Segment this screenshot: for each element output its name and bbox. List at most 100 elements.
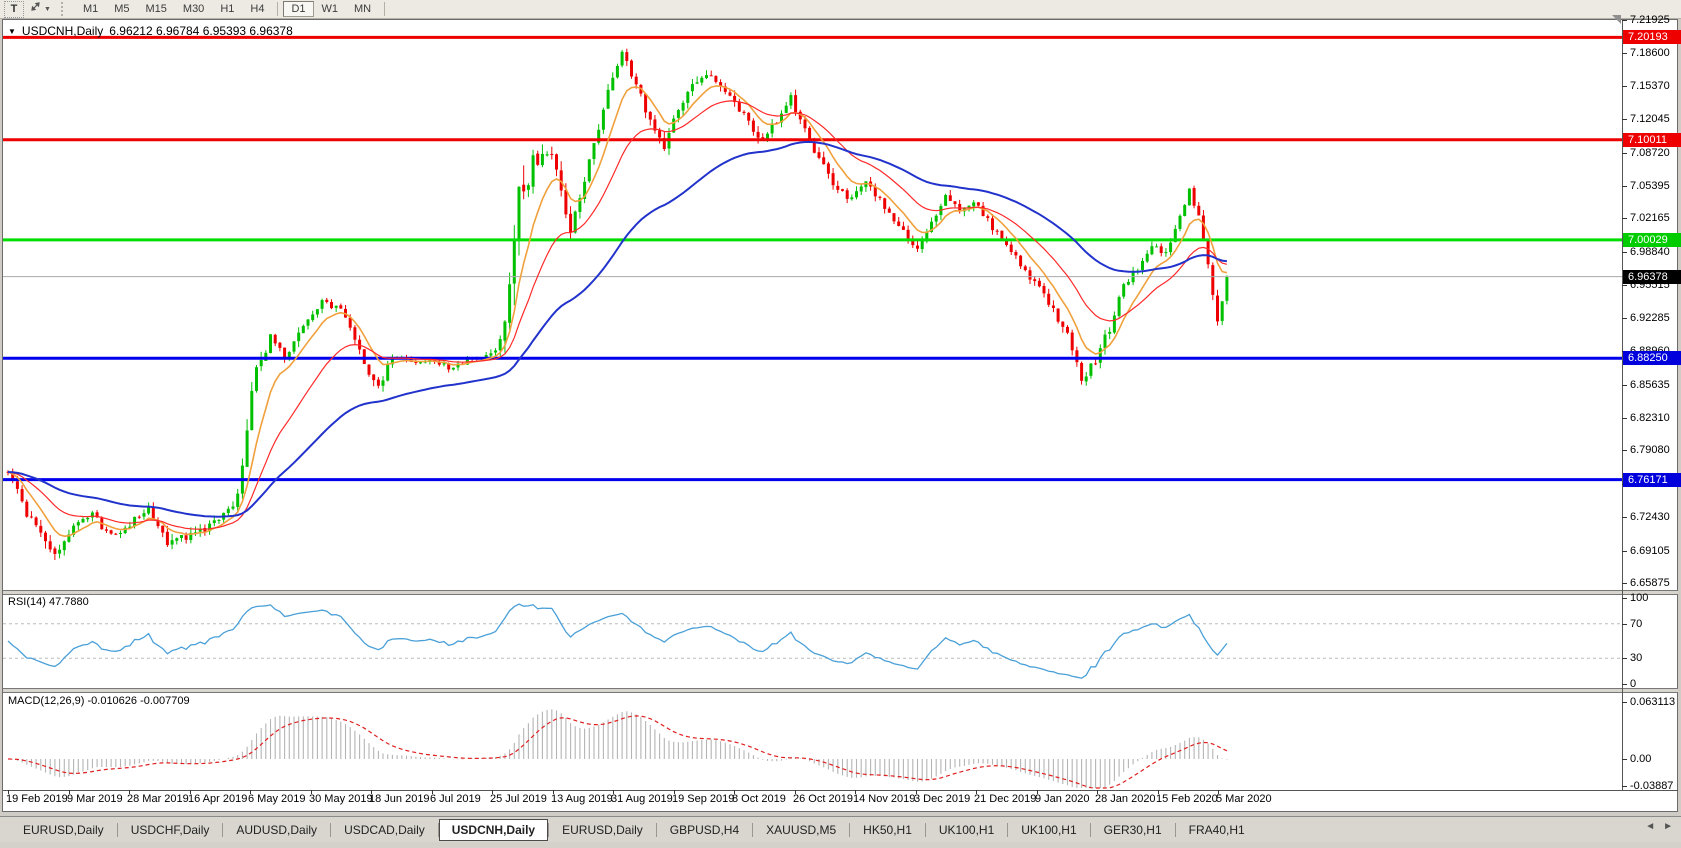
- time-axis-label: 16 Apr 2019: [188, 793, 248, 805]
- time-axis-label: 9 Jan 2020: [1035, 793, 1090, 805]
- time-tick: [371, 790, 372, 794]
- panel-splitter-rsi[interactable]: [3, 590, 1678, 595]
- price-axis-label: 6.65875: [1630, 577, 1670, 589]
- time-axis-label: 3 Dec 2019: [914, 793, 971, 805]
- chart-menu-arrow-icon[interactable]: ▼: [8, 26, 16, 36]
- horizontal-level-lines[interactable]: [3, 35, 1622, 482]
- resistance-upper-tag[interactable]: 7.20193: [1623, 30, 1681, 44]
- time-tick: [432, 790, 433, 794]
- chart-tab-eurusd-daily[interactable]: EURUSD,Daily: [23, 822, 104, 837]
- axis-tick: [1622, 702, 1627, 703]
- axis-tick: [1622, 252, 1627, 253]
- timeframe-button-m5[interactable]: M5: [114, 3, 130, 15]
- chart-tab-fra40-h1[interactable]: FRA40,H1: [1188, 822, 1245, 837]
- rsi-axis-label: 0: [1630, 678, 1637, 690]
- timeframe-button-h4[interactable]: H4: [250, 3, 265, 15]
- current-price-tag[interactable]: 6.96378: [1623, 270, 1681, 284]
- price-axis-label: 7.18600: [1630, 47, 1670, 59]
- rsi-canvas[interactable]: [3, 593, 1622, 688]
- price-axis-label: 7.15370: [1630, 80, 1670, 92]
- chart-tab-hk50-h1[interactable]: HK50,H1: [863, 822, 912, 837]
- macd-signal-line: [7, 715, 1228, 789]
- chart-tab-audusd-daily[interactable]: AUDUSD,Daily: [236, 822, 318, 837]
- chart-tab-usdchf-daily[interactable]: USDCHF,Daily: [130, 822, 210, 837]
- support-upper-tag[interactable]: 6.88250: [1623, 351, 1681, 365]
- time-tick: [190, 790, 191, 794]
- tab-separator: [1089, 822, 1091, 837]
- macd-axis-label: -0.03887: [1630, 780, 1674, 792]
- axis-tick: [1622, 385, 1627, 386]
- timeframe-button-m1[interactable]: M1: [82, 3, 99, 15]
- timeframe-button-h1[interactable]: H1: [220, 3, 235, 15]
- resistance-lower-tag[interactable]: 7.10011: [1623, 133, 1681, 147]
- macd-canvas[interactable]: [3, 691, 1622, 790]
- tab-separator: [924, 822, 926, 837]
- timeframe-button-m15[interactable]: M15: [145, 3, 167, 15]
- candles-group: [6, 48, 1229, 560]
- tab-separator: [1174, 822, 1176, 837]
- macd-axis-label: 0.00: [1630, 753, 1652, 765]
- price-axis-label: 6.98840: [1630, 246, 1670, 258]
- axis-tick: [1622, 53, 1627, 54]
- timeframe-button-d1[interactable]: D1: [283, 1, 314, 17]
- chart-tab-eurusd-daily[interactable]: EURUSD,Daily: [562, 822, 643, 837]
- axis-tick: [1622, 551, 1627, 552]
- text-tool-button[interactable]: T: [4, 0, 24, 18]
- pivot-green-tag[interactable]: 7.00029: [1623, 233, 1681, 247]
- tab-scroll-right-icon[interactable]: ►: [1663, 821, 1673, 832]
- rsi-indicator-label: RSI(14) 47.7880: [8, 596, 89, 608]
- time-tick: [1158, 790, 1159, 794]
- price-chart-canvas[interactable]: [3, 20, 1622, 590]
- timeframe-button-w1[interactable]: W1: [321, 3, 339, 15]
- chart-tab-uk100-h1[interactable]: UK100,H1: [938, 822, 995, 837]
- tab-separator: [330, 822, 332, 837]
- axis-tick: [1622, 658, 1627, 659]
- axis-tick: [1622, 119, 1627, 120]
- chart-tab-xauusd-m5[interactable]: XAUUSD,M5: [766, 822, 837, 837]
- timeframe-button-m30[interactable]: M30: [182, 3, 205, 15]
- time-tick: [69, 790, 70, 794]
- time-axis-label: 6 Jul 2019: [430, 793, 481, 805]
- price-axis-label: 7.21925: [1630, 14, 1670, 26]
- macd-indicator-label: MACD(12,26,9) -0.010626 -0.007709: [8, 695, 190, 707]
- axis-tick: [1622, 450, 1627, 451]
- chart-tab-gbpusd-h4[interactable]: GBPUSD,H4: [669, 822, 740, 837]
- tab-separator: [752, 822, 754, 837]
- time-axis-label: 25 Jul 2019: [490, 793, 547, 805]
- time-axis-label: 30 May 2019: [309, 793, 373, 805]
- time-axis-label: 6 May 2019: [248, 793, 306, 805]
- price-axis-label: 7.02165: [1630, 212, 1670, 224]
- price-axis-label: 7.05395: [1630, 180, 1670, 192]
- price-axis-label: 6.72430: [1630, 511, 1670, 523]
- chevron-down-icon: ▼: [44, 5, 51, 13]
- price-axis-label: 6.92285: [1630, 312, 1670, 324]
- panel-splitter-macd[interactable]: [3, 688, 1678, 693]
- axis-tick: [1622, 759, 1627, 760]
- time-tick: [855, 790, 856, 794]
- time-axis-label: 15 Feb 2020: [1156, 793, 1218, 805]
- chart-tab-bar: EURUSD,Daily USDCHF,Daily AUDUSD,Daily USDC…: [0, 816, 1681, 842]
- axis-tick: [1622, 285, 1627, 286]
- axis-tick: [1622, 598, 1627, 599]
- price-axis-label: 7.08720: [1630, 147, 1670, 159]
- support-lower-tag[interactable]: 6.76171: [1623, 473, 1681, 487]
- price-axis-label: 6.82310: [1630, 412, 1670, 424]
- chart-tab-uk100-h1[interactable]: UK100,H1: [1021, 822, 1077, 837]
- chart-tab-usdcad-daily[interactable]: USDCAD,Daily: [344, 822, 425, 837]
- tab-scroll-left-icon[interactable]: ◄: [1645, 821, 1656, 832]
- chart-shift-marker-icon[interactable]: [1612, 15, 1621, 24]
- timeframe-button-mn[interactable]: MN: [354, 3, 372, 15]
- time-tick: [976, 790, 977, 794]
- time-tick: [674, 790, 675, 794]
- time-axis-label: 19 Feb 2019: [6, 793, 68, 805]
- time-axis-label: 19 Sep 2019: [672, 793, 735, 805]
- chart-tab-ger30-h1[interactable]: GER30,H1: [1103, 822, 1162, 837]
- time-axis-label: 26 Oct 2019: [793, 793, 853, 805]
- cursor-mode-button[interactable]: ▼: [26, 1, 54, 18]
- toolbar-gripper[interactable]: [60, 2, 68, 16]
- rsi-axis-label: 30: [1630, 652, 1643, 664]
- time-axis-line: [3, 790, 1678, 791]
- axis-tick: [1622, 583, 1627, 584]
- chart-tab-usdcnh-daily[interactable]: USDCNH,Daily: [438, 818, 549, 841]
- tab-separator: [849, 822, 851, 837]
